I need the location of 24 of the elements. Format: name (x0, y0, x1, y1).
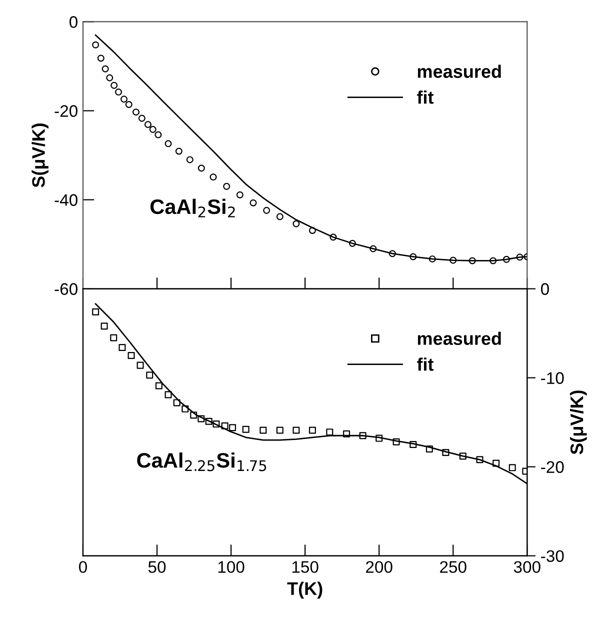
y2-tick-label: -30 (541, 550, 564, 562)
annotation: CaAl$_{2.25}$Si$_{1.75}$ (137, 452, 266, 472)
x-tick-label: 250 (440, 561, 466, 573)
y-tick-label: -20 (54, 105, 78, 117)
y-tick-label: 0 (70, 16, 78, 28)
x-tick-label: 100 (218, 561, 244, 573)
x-tick-label: 0 (79, 561, 87, 573)
legend-label: fit (417, 358, 434, 371)
legend-label: measured (418, 64, 501, 78)
x-tick-label: 150 (292, 561, 318, 573)
x-axis-title: T(K) (287, 582, 322, 599)
x-tick-label: 200 (366, 561, 392, 573)
y-axis-title: S(μV/K) (32, 124, 48, 188)
y2-tick-label: 0 (540, 283, 549, 295)
legend-label: fit (417, 90, 434, 104)
y-tick-label: -40 (54, 194, 78, 206)
y2-tick-label: -20 (541, 461, 564, 473)
annotation: CaAl$_{2}$Si$_{2}$ (150, 198, 235, 218)
y2-tick-label: -10 (541, 372, 564, 384)
y2-axis-title: S(μV/K) (570, 390, 587, 454)
legend-label: measured (418, 332, 501, 345)
x-tick-label: 300 (514, 561, 540, 573)
y-tick-label: -60 (54, 283, 78, 295)
x-tick-label: 50 (148, 561, 166, 573)
